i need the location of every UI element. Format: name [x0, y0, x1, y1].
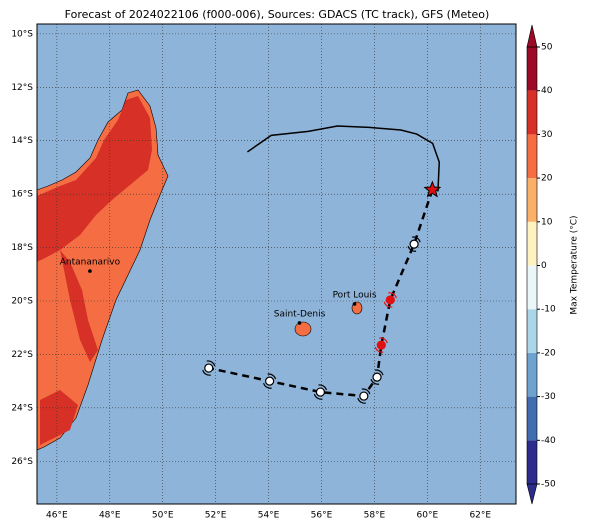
place-label: Saint-Denis — [274, 309, 326, 319]
y-tick-label: 22°S — [11, 350, 33, 360]
reunion — [294, 321, 312, 337]
colorbar-band — [527, 440, 537, 484]
colorbar-extend — [526, 24, 538, 48]
hot-zone — [37, 96, 152, 262]
title: Forecast of 2024022106 (f000-006), Sourc… — [65, 8, 490, 21]
forecast-point — [372, 372, 382, 382]
place-dot — [297, 321, 302, 325]
colorbar-band — [527, 221, 537, 266]
x-tick-label: 60°E — [417, 511, 439, 521]
x-tick-label: 54°E — [258, 511, 280, 521]
colorbar-tick-label: 10 — [541, 217, 553, 227]
place-label: Antananarivo — [60, 258, 121, 268]
y-tick-label: 12°S — [11, 83, 33, 93]
x-tick-label: 48°E — [99, 511, 121, 521]
storm-symbol — [383, 292, 397, 308]
past-track — [246, 125, 441, 192]
y-tick-label: 10°S — [11, 29, 33, 39]
storm-position — [423, 180, 442, 198]
forecast-point — [204, 363, 214, 373]
map-frame — [36, 23, 517, 505]
colorbar-band — [527, 178, 537, 222]
storm-symbol — [374, 337, 388, 353]
forecast-point — [409, 239, 419, 249]
colorbar-tick-label: 50 — [541, 43, 553, 53]
colorbar-tick-label: 20 — [541, 174, 553, 184]
storm-symbol — [313, 384, 328, 400]
colorbar-band — [527, 309, 537, 353]
colorbar-tick-label: -40 — [541, 436, 556, 446]
x-tick-label: 52°E — [205, 511, 227, 521]
land — [36, 89, 363, 451]
y-tick-label: 20°S — [11, 296, 33, 306]
forecast-point — [376, 340, 386, 350]
y-tick-label: 16°S — [11, 190, 33, 200]
colorbar-tick-label: -30 — [541, 392, 556, 402]
y-tick-label: 24°S — [11, 403, 33, 413]
colorbar-tick-label: -50 — [541, 480, 556, 490]
colorbar-tick-label: -20 — [541, 348, 556, 358]
colorbar-band — [527, 352, 537, 397]
x-tick-label: 58°E — [364, 511, 386, 521]
storm-symbol — [202, 360, 216, 376]
place-dot — [352, 302, 357, 306]
forecast-point — [385, 295, 395, 305]
x-tick-label: 56°E — [311, 511, 333, 521]
colorbar-band — [527, 265, 537, 310]
forecast-point — [359, 391, 369, 401]
storm-symbol — [263, 373, 277, 389]
forecast-point — [315, 387, 326, 397]
forecast-point — [265, 376, 275, 386]
hot-zone — [60, 250, 98, 362]
place-dot — [88, 269, 92, 273]
x-tick-label: 50°E — [152, 511, 174, 521]
y-tick-label: 26°S — [11, 457, 33, 467]
hot-zone — [40, 390, 78, 445]
x-tick-label: 46°E — [46, 511, 68, 521]
storm-symbol — [370, 369, 384, 385]
colorbar-band — [527, 134, 537, 179]
place-label: Port Louis — [333, 290, 377, 300]
colorbar-label: Max Temperature (°C) — [570, 215, 580, 314]
colorbar-tick-label: 30 — [541, 130, 553, 140]
colorbar-band — [527, 47, 537, 91]
y-tick-label: 14°S — [11, 136, 33, 146]
storm-symbol — [407, 236, 421, 252]
y-tick-label: 18°S — [11, 243, 33, 253]
x-tick-label: 62°E — [469, 511, 491, 521]
colorbar-extend — [526, 483, 538, 505]
colorbar-tick-label: 40 — [541, 86, 553, 96]
colorbar-tick-label: 0 — [541, 261, 547, 271]
colorbar-tick-label: -10 — [541, 305, 556, 315]
colorbar-band — [527, 396, 537, 441]
colorbar-band — [527, 90, 537, 135]
storm-symbol — [357, 388, 371, 404]
